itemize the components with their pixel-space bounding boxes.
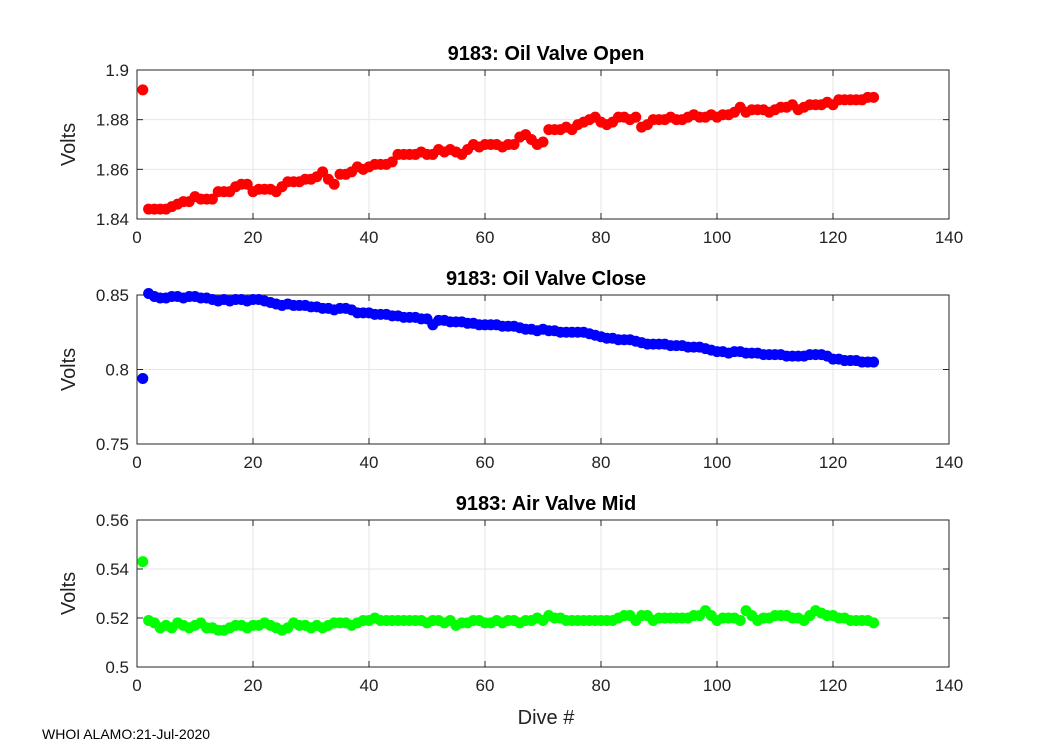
oil-valve-close-y-tick-label: 0.85 <box>96 286 129 305</box>
oil-valve-open-data-point <box>137 84 149 96</box>
oil-valve-close-data-point <box>868 356 880 368</box>
oil-valve-open-x-tick-label: 40 <box>360 228 379 247</box>
oil-valve-close-x-tick-label: 80 <box>592 453 611 472</box>
oil-valve-open-x-tick-label: 120 <box>819 228 847 247</box>
oil-valve-open-y-tick-label: 1.84 <box>96 210 129 229</box>
air-valve-mid-x-tick-label: 140 <box>935 676 963 695</box>
oil-valve-close-x-tick-label: 120 <box>819 453 847 472</box>
air-valve-mid-ylabel: Volts <box>58 572 80 615</box>
oil-valve-open-data-point <box>328 178 340 190</box>
oil-valve-open-x-tick-label: 140 <box>935 228 963 247</box>
air-valve-mid-x-tick-label: 60 <box>476 676 495 695</box>
air-valve-mid-y-tick-label: 0.5 <box>105 658 129 677</box>
oil-valve-open-axes-border <box>136 69 950 220</box>
oil-valve-close-series <box>137 288 880 384</box>
oil-valve-open-ylabel: Volts <box>58 123 80 166</box>
air-valve-mid-x-tick-label: 20 <box>244 676 263 695</box>
oil-valve-open-title: 9183: Oil Valve Open <box>448 43 645 65</box>
oil-valve-close-x-tick-label: 140 <box>935 453 963 472</box>
air-valve-mid-y-tick-label: 0.56 <box>96 511 129 530</box>
oil-valve-open-series <box>137 84 880 215</box>
oil-valve-close-x-tick-label: 60 <box>476 453 495 472</box>
oil-valve-open-x-tick-label: 80 <box>592 228 611 247</box>
air-valve-mid-panel: 0 20 40 60 80 100 120 140 0.5 0.52 0.54 0.56 9183: A… <box>58 493 963 729</box>
oil-valve-open-data-point <box>241 178 253 190</box>
oil-valve-close-y-tick-label: 0.8 <box>105 361 129 380</box>
oil-valve-close-data-point <box>137 372 149 384</box>
air-valve-mid-title: 9183: Air Valve Mid <box>456 493 636 515</box>
oil-valve-open-data-point <box>537 136 549 148</box>
oil-valve-close-ylabel: Volts <box>58 348 80 391</box>
oil-valve-open-x-tick-label: 100 <box>703 228 731 247</box>
footer-stamp: WHOI ALAMO:21-Jul-2020 <box>42 726 211 742</box>
oil-valve-open-data-point <box>317 166 329 178</box>
oil-valve-close-title: 9183: Oil Valve Close <box>446 268 646 290</box>
air-valve-mid-axes-border <box>136 519 950 668</box>
oil-valve-open-data-point <box>630 111 642 123</box>
air-valve-mid-y-tick-label: 0.54 <box>96 560 129 579</box>
oil-valve-open-x-tick-label: 20 <box>244 228 263 247</box>
oil-valve-open-y-tick-label: 1.86 <box>96 160 129 179</box>
oil-valve-close-x-tick-label: 20 <box>244 453 263 472</box>
air-valve-mid-x-tick-label: 100 <box>703 676 731 695</box>
oil-valve-open-y-tick-label: 1.88 <box>96 111 129 130</box>
air-valve-mid-data-point <box>734 614 746 626</box>
oil-valve-close-panel: 0 20 40 60 80 100 120 140 0.75 0.8 0.85 9183: Oil V… <box>58 268 963 472</box>
oil-valve-open-panel: 0 20 40 60 80 100 120 140 1.84 1.86 1.88 1.9 9183: O… <box>58 43 963 247</box>
oil-valve-open-data-point <box>508 139 520 150</box>
oil-valve-open-x-tick-label: 60 <box>476 228 495 247</box>
oil-valve-close-x-tick-label: 40 <box>360 453 379 472</box>
air-valve-mid-data-point <box>137 556 149 568</box>
air-valve-mid-series <box>137 556 880 636</box>
air-valve-mid-xlabel: Dive # <box>518 707 576 729</box>
oil-valve-open-data-point <box>868 91 880 103</box>
air-valve-mid-x-tick-label: 40 <box>360 676 379 695</box>
air-valve-mid-x-tick-label: 0 <box>132 676 141 695</box>
air-valve-mid-x-tick-label: 80 <box>592 676 611 695</box>
oil-valve-open-data-point <box>386 156 398 168</box>
air-valve-mid-y-tick-label: 0.52 <box>96 609 129 628</box>
air-valve-mid-data-point <box>868 617 880 629</box>
oil-valve-open-y-tick-label: 1.9 <box>105 61 129 80</box>
oil-valve-close-x-tick-label: 100 <box>703 453 731 472</box>
air-valve-mid-x-tick-label: 120 <box>819 676 847 695</box>
air-valve-mid-plot-area <box>136 519 950 668</box>
oil-valve-close-x-tick-label: 0 <box>132 453 141 472</box>
oil-valve-close-y-tick-label: 0.75 <box>96 435 129 454</box>
oil-valve-open-data-point <box>206 193 218 205</box>
oil-valve-open-x-tick-label: 0 <box>132 228 141 247</box>
